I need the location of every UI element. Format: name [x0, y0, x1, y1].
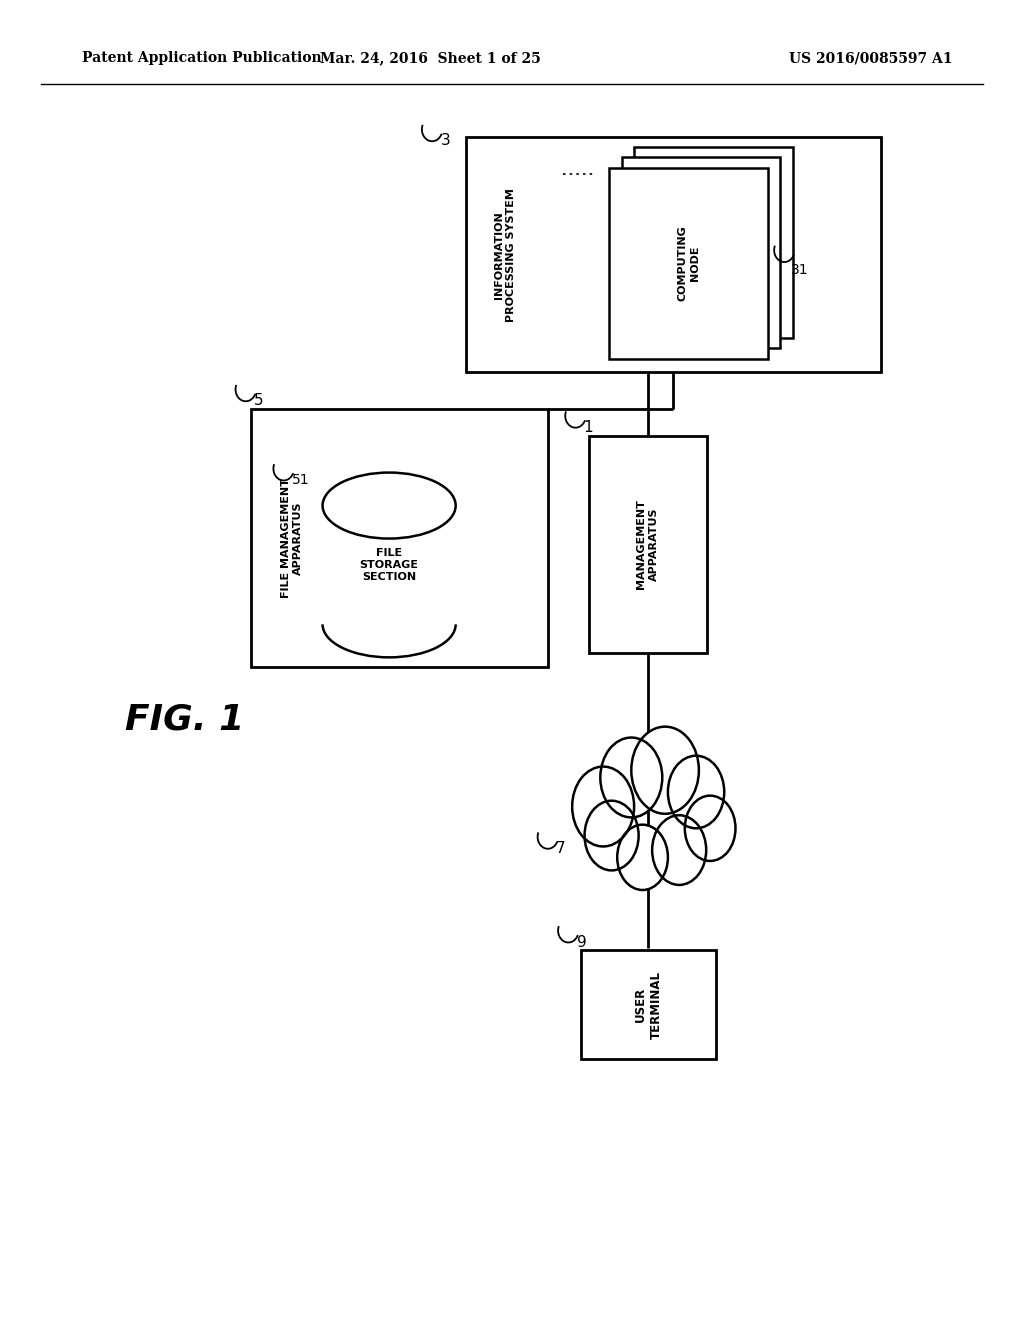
Circle shape: [572, 767, 634, 846]
Text: USER
TERMINAL: USER TERMINAL: [634, 970, 663, 1039]
Text: FILE
STORAGE
SECTION: FILE STORAGE SECTION: [359, 548, 419, 582]
Text: 5: 5: [254, 393, 263, 408]
Text: Mar. 24, 2016  Sheet 1 of 25: Mar. 24, 2016 Sheet 1 of 25: [319, 51, 541, 65]
Text: 3: 3: [440, 133, 451, 148]
Text: FILE MANAGEMENT
APPARATUS: FILE MANAGEMENT APPARATUS: [281, 478, 303, 598]
Bar: [323, 506, 456, 624]
Bar: [609, 168, 768, 359]
Circle shape: [600, 738, 663, 817]
Text: 9: 9: [577, 935, 587, 949]
Bar: [581, 950, 716, 1059]
Text: INFORMATION
PROCESSING SYSTEM: INFORMATION PROCESSING SYSTEM: [494, 187, 516, 322]
Circle shape: [668, 755, 724, 829]
Text: 51: 51: [292, 473, 309, 487]
Circle shape: [685, 796, 735, 861]
Bar: [634, 147, 793, 338]
Circle shape: [585, 801, 639, 870]
Text: COMPUTING
NODE: COMPUTING NODE: [678, 226, 699, 301]
Text: MANAGEMENT
APPARATUS: MANAGEMENT APPARATUS: [637, 499, 658, 590]
Bar: [589, 436, 707, 653]
Bar: [622, 157, 780, 348]
Circle shape: [631, 726, 698, 813]
Text: FIG. 1: FIG. 1: [125, 702, 244, 737]
Text: Patent Application Publication: Patent Application Publication: [82, 51, 322, 65]
Text: 1: 1: [584, 420, 593, 434]
Text: 31: 31: [791, 263, 808, 277]
Circle shape: [617, 825, 668, 890]
Text: US 2016/0085597 A1: US 2016/0085597 A1: [788, 51, 952, 65]
Text: 7: 7: [556, 841, 565, 855]
Bar: [251, 409, 548, 667]
Ellipse shape: [323, 473, 456, 539]
Bar: [466, 137, 881, 372]
Circle shape: [652, 816, 707, 884]
